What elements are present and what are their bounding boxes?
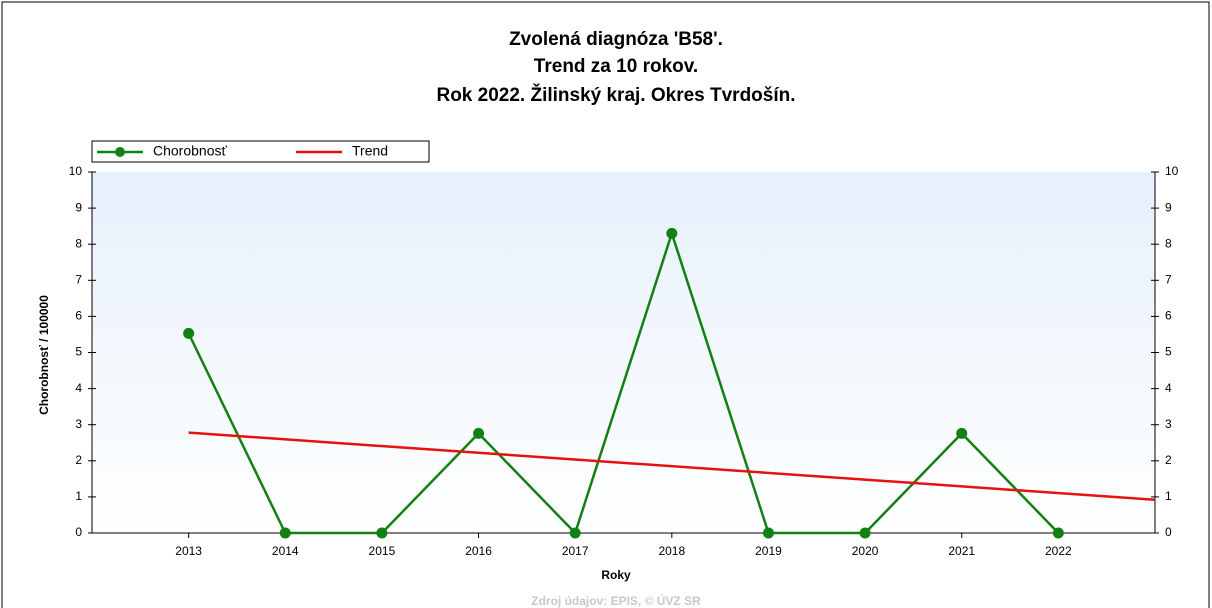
y-tick-label: 8 — [75, 236, 82, 250]
y-axis-label: Chorobnosť / 100000 — [37, 295, 51, 415]
y-tick-label: 1 — [75, 489, 82, 503]
legend — [91, 140, 430, 163]
y2-tick-label: 9 — [1165, 200, 1172, 214]
point — [279, 527, 291, 539]
point — [569, 527, 581, 539]
y2-tick-label: 2 — [1165, 453, 1172, 467]
y-tick-label: 6 — [75, 309, 82, 323]
x-tick-label: 2013 — [175, 544, 202, 558]
y2-tick-label: 1 — [1165, 489, 1172, 503]
series-line — [188, 431, 1156, 502]
x-tick-label: 2016 — [465, 544, 492, 558]
y2-tick-label: 7 — [1165, 272, 1172, 286]
y-tick-label: 2 — [75, 453, 82, 467]
x-tick-label: 2020 — [852, 544, 879, 558]
point — [376, 527, 388, 539]
y2-tick-label: 8 — [1165, 236, 1172, 250]
point — [666, 227, 678, 239]
point — [762, 527, 774, 539]
y-tick-label: 5 — [75, 345, 82, 359]
chart-title: Rok 2022. Žilinský kraj. Okres Tvrdošín. — [436, 84, 795, 106]
chart-title: Zvolená diagnóza 'B58'. — [509, 29, 723, 50]
legend-label: Chorobnosť — [153, 143, 227, 159]
x-tick-label: 2022 — [1045, 544, 1072, 558]
y2-tick-label: 4 — [1165, 381, 1172, 395]
y2-tick-label: 6 — [1165, 309, 1172, 323]
x-tick-label: 2014 — [272, 544, 299, 558]
point — [859, 527, 871, 539]
y2-tick-label: 0 — [1165, 525, 1172, 539]
point — [473, 427, 485, 439]
source: Zdroj údajov: EPIS, © ÚVZ SR — [531, 593, 701, 608]
x-tick-label: 2015 — [369, 544, 396, 558]
x-tick-label: 2019 — [755, 544, 782, 558]
point — [956, 427, 968, 439]
y-tick-label: 7 — [75, 272, 82, 286]
y2-tick-label: 5 — [1165, 345, 1172, 359]
legend-marker — [115, 147, 125, 157]
x-axis-label: Roky — [601, 568, 631, 582]
plot-area — [92, 172, 1155, 533]
legend-label: Trend — [352, 143, 388, 159]
y2-tick-label: 3 — [1165, 417, 1172, 431]
x-tick-label: 2017 — [562, 544, 589, 558]
x-tick-label: 2021 — [948, 544, 975, 558]
y-tick-label: 10 — [69, 164, 83, 178]
point — [1052, 527, 1064, 539]
x-tick-label: 2018 — [658, 544, 685, 558]
y-tick-label: 3 — [75, 417, 82, 431]
y-tick-label: 0 — [75, 525, 82, 539]
chart-title: Trend za 10 rokov. — [534, 56, 698, 77]
y-tick-label: 9 — [75, 200, 82, 214]
y2-tick-label: 10 — [1165, 164, 1179, 178]
y-tick-label: 4 — [75, 381, 82, 395]
point — [183, 327, 195, 339]
